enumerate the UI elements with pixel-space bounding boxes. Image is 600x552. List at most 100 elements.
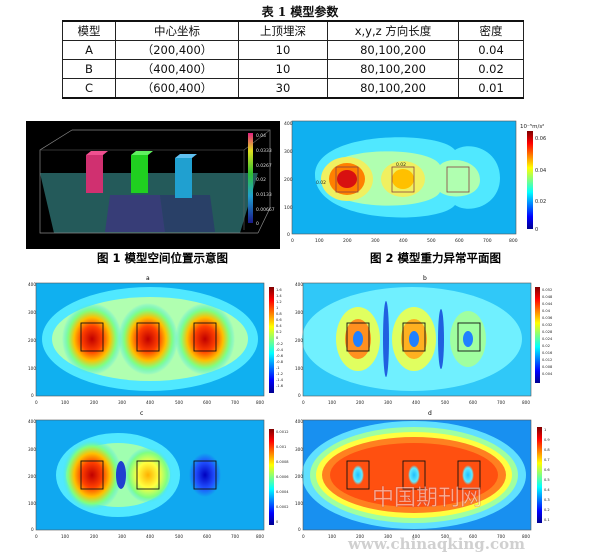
panel-b-x-tick: 400 [412, 400, 420, 405]
fig2-colorbar-tick: 0 [535, 227, 538, 233]
fig1-colorbar-tick: 0.0133 [256, 192, 272, 198]
panel-c-colorbar-tick: 0.0004 [276, 490, 289, 494]
panel-b-x-tick: 0 [302, 400, 305, 405]
panel-b-y-tick: 200 [295, 338, 303, 343]
panel-b-colorbar-tick: 0.036 [542, 316, 553, 320]
panel-c-x-tick: 800 [256, 534, 264, 539]
panel-c-x-tick: 100 [61, 534, 69, 539]
table-cell: C [62, 78, 116, 99]
fig2-y-tick: 100 [284, 205, 293, 211]
panel-b-x-tick: 600 [469, 400, 477, 405]
panel-d-colorbar-tick: 0.7 [544, 458, 550, 462]
fig2-contour-label: 0.02 [316, 180, 326, 186]
panel-b-y-tick: 300 [295, 310, 303, 315]
fig2-colorbar-tick: 0.04 [535, 168, 546, 174]
fig2-x-tick: 800 [509, 238, 518, 244]
panel-b-colorbar-tick: 0.024 [542, 337, 553, 341]
panel-c-x-tick: 300 [118, 534, 126, 539]
panel-a-x-tick: 400 [146, 400, 154, 405]
fig2-colorbar-tick: 0.06 [535, 136, 546, 142]
fig1-colorbar-tick: 0 [256, 221, 259, 227]
panel-d-y-tick: 100 [295, 501, 303, 506]
panel-c-y-tick: 300 [28, 447, 36, 452]
panel-a-y-tick: 300 [28, 310, 36, 315]
panel-d-colorbar-tick: 0.9 [544, 438, 550, 442]
panel-a-plot [35, 282, 274, 397]
panel-c-x-tick: 500 [175, 534, 183, 539]
panel-d-x-tick: 100 [328, 534, 336, 539]
panel-a-colorbar-tick: -0.4 [276, 348, 284, 352]
figure-1-model-view [26, 121, 280, 249]
panel-a-colorbar-tick: -0.2 [276, 342, 283, 346]
fig1-colorbar-tick: 0.02 [256, 177, 266, 183]
panel-a-y-tick: 0 [31, 393, 34, 398]
panel-b-colorbar-tick: 0.04 [542, 309, 551, 313]
table-row: A （200,400） 10 80,100,200 0.04 [62, 40, 524, 60]
panel-b-colorbar-tick: 0.016 [542, 351, 553, 355]
table-header: 模型 [62, 20, 116, 41]
panel-b-colorbar-tick: 0.028 [542, 330, 553, 334]
panel-c-x-tick: 400 [146, 534, 154, 539]
panel-b-colorbar-tick: 0.008 [542, 365, 553, 369]
table-cell: （600,400） [115, 78, 239, 99]
panel-a-colorbar-tick: -1 [276, 366, 280, 370]
panel-b-x-tick: 300 [384, 400, 392, 405]
panel-c-x-tick: 700 [231, 534, 239, 539]
panel-c-x-tick: 600 [203, 534, 211, 539]
panel-a-colorbar-tick: 1.6 [276, 288, 282, 292]
table-header-row: 模型 中心坐标 上顶埋深 x,y,z 方向长度 密度 [62, 20, 524, 41]
panel-a-x-tick: 0 [35, 400, 38, 405]
panel-a-colorbar-tick: 1 [276, 306, 278, 310]
figure-1-caption: 图 1 模型空间位置示意图 [97, 251, 228, 265]
panel-d-x-tick: 400 [412, 534, 420, 539]
panel-a-colorbar-tick: 0.2 [276, 330, 282, 334]
panel-b-x-tick: 100 [328, 400, 336, 405]
panel-a-colorbar-tick: -0.6 [276, 354, 284, 358]
panel-d-x-tick: 0 [302, 534, 305, 539]
panel-d-y-tick: 200 [295, 474, 303, 479]
panel-a-colorbar-tick: -0.8 [276, 360, 284, 364]
panel-b-y-tick: 0 [298, 393, 301, 398]
panel-c-x-tick: 200 [90, 534, 98, 539]
panel-d-colorbar-tick: 0.1 [544, 518, 550, 522]
panel-d-colorbar-tick: 0.4 [544, 488, 550, 492]
panel-d-x-tick: 500 [441, 534, 449, 539]
panel-c-colorbar-tick: 0 [276, 520, 279, 524]
panel-c-plot [35, 419, 274, 531]
panel-c-colorbar-tick: 0.0006 [276, 475, 289, 479]
fig1-colorbar-tick: 0.04 [256, 133, 266, 139]
fig2-x-tick: 700 [483, 238, 492, 244]
parameter-table: 模型 中心坐标 上顶埋深 x,y,z 方向长度 密度 A （200,400） 1… [62, 20, 524, 99]
table-header: 中心坐标 [115, 20, 239, 41]
panel-b-x-tick: 700 [497, 400, 505, 405]
fig2-unit-label: 10⁻⁵m/s² [520, 123, 544, 130]
panel-a-colorbar-tick: 0 [276, 336, 279, 340]
table-cell: 80,100,200 [327, 40, 459, 60]
panel-d-plot [302, 419, 542, 531]
fig2-x-tick: 400 [399, 238, 408, 244]
panel-c-colorbar-tick: 0.0002 [276, 505, 289, 509]
panel-d-label: d [428, 410, 432, 417]
panel-b-colorbar-tick: 0.02 [542, 344, 550, 348]
panel-b-x-tick: 200 [356, 400, 364, 405]
panel-b-y-tick: 400 [295, 282, 303, 287]
panel-d-x-tick: 600 [469, 534, 477, 539]
panel-a-colorbar-tick: 0.8 [276, 312, 282, 316]
panel-d-colorbar-tick: 1 [544, 428, 546, 432]
fig2-x-tick: 100 [315, 238, 324, 244]
panel-b-label: b [423, 275, 427, 282]
panel-d-colorbar-tick: 0.6 [544, 468, 550, 472]
panel-a-colorbar-tick: -1.4 [276, 378, 284, 382]
panel-a-colorbar-tick: -1.6 [276, 384, 284, 388]
panel-a-x-tick: 200 [90, 400, 98, 405]
panel-a-colorbar-tick: 0.6 [276, 318, 282, 322]
table-cell: 80,100,200 [327, 78, 459, 99]
panel-a-colorbar-tick: 0.4 [276, 324, 282, 328]
fig2-y-tick: 200 [284, 177, 293, 183]
panel-b-colorbar-tick: 0.004 [542, 372, 553, 376]
table-cell: 0.01 [458, 78, 524, 99]
fig2-x-tick: 200 [343, 238, 352, 244]
panel-d-colorbar-tick: 0.2 [544, 508, 550, 512]
watermark-url: www.chinaqking.com [347, 535, 525, 552]
